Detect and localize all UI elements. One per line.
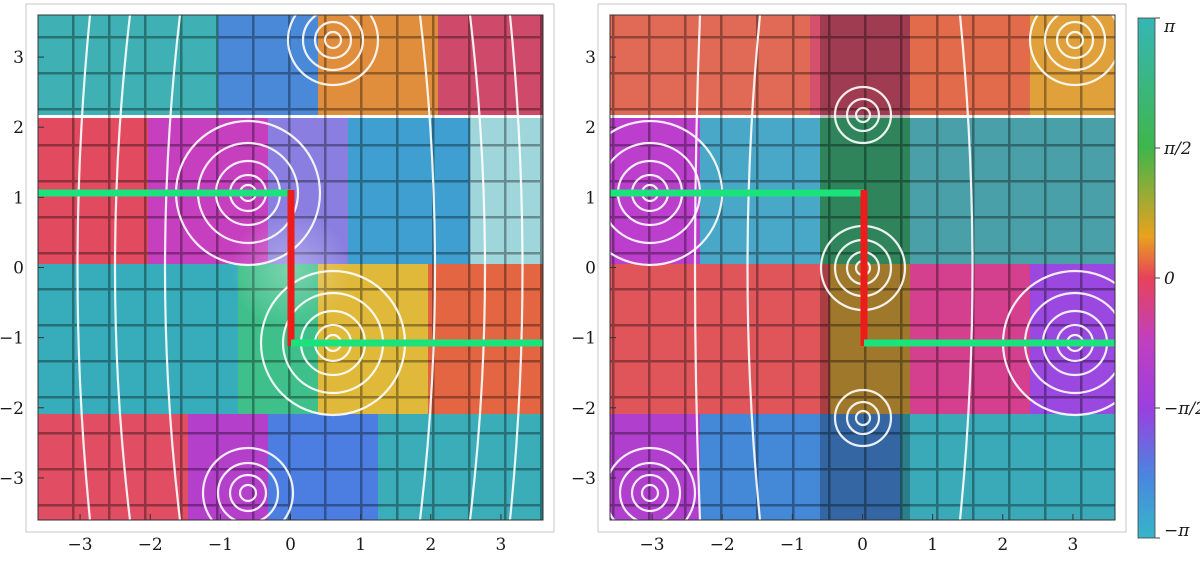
x-tick-label: −2 (710, 535, 735, 555)
colorbar-label: π/2 (1163, 139, 1192, 159)
x-tick-label: −3 (640, 535, 665, 555)
x-tick-label: −2 (138, 535, 163, 555)
right-plot-outer-frame (597, 3, 1127, 533)
phase-colorbar: π π/2 0 −π/2 −π (1137, 17, 1200, 541)
y-tick-label: 1 (585, 188, 596, 208)
left-axis-ticks: −3 −2 −1 0 1 2 3 −3 −2 −1 0 1 2 3 (0, 48, 506, 555)
right-plot-panel (610, 15, 1115, 520)
colorbar-label: 0 (1164, 269, 1175, 289)
y-tick-label: −1 (571, 329, 596, 349)
x-tick-label: 0 (285, 535, 296, 555)
colorbar-label: −π/2 (1164, 399, 1200, 419)
y-tick-label: 2 (13, 118, 24, 138)
left-plot-panel (38, 15, 543, 520)
y-tick-label: −3 (571, 469, 596, 489)
y-tick-label: 1 (13, 188, 24, 208)
x-tick-label: 1 (927, 535, 938, 555)
y-tick-label: 2 (585, 118, 596, 138)
colorbar-label: π (1163, 17, 1176, 37)
y-tick-label: 3 (585, 48, 596, 68)
x-tick-label: −1 (208, 535, 233, 555)
y-tick-label: 0 (13, 259, 24, 279)
x-tick-label: 3 (1068, 535, 1079, 555)
y-tick-label: −2 (0, 399, 24, 419)
x-tick-label: 2 (425, 535, 436, 555)
x-tick-label: 3 (496, 535, 507, 555)
x-tick-label: −1 (780, 535, 805, 555)
left-plot-outer-frame (25, 3, 555, 533)
x-tick-label: 1 (355, 535, 366, 555)
right-axis-ticks: −3 −2 −1 0 1 2 3 −3 −2 −1 0 1 2 3 (571, 48, 1078, 555)
colorbar-label: −π (1164, 521, 1190, 541)
y-tick-label: 0 (585, 259, 596, 279)
y-tick-label: −3 (0, 469, 24, 489)
y-tick-label: −2 (571, 399, 596, 419)
y-tick-label: −1 (0, 329, 24, 349)
colorbar-gradient (1137, 17, 1156, 539)
x-tick-label: 0 (857, 535, 868, 555)
x-tick-label: 2 (997, 535, 1008, 555)
y-tick-label: 3 (13, 48, 24, 68)
x-tick-label: −3 (68, 535, 93, 555)
